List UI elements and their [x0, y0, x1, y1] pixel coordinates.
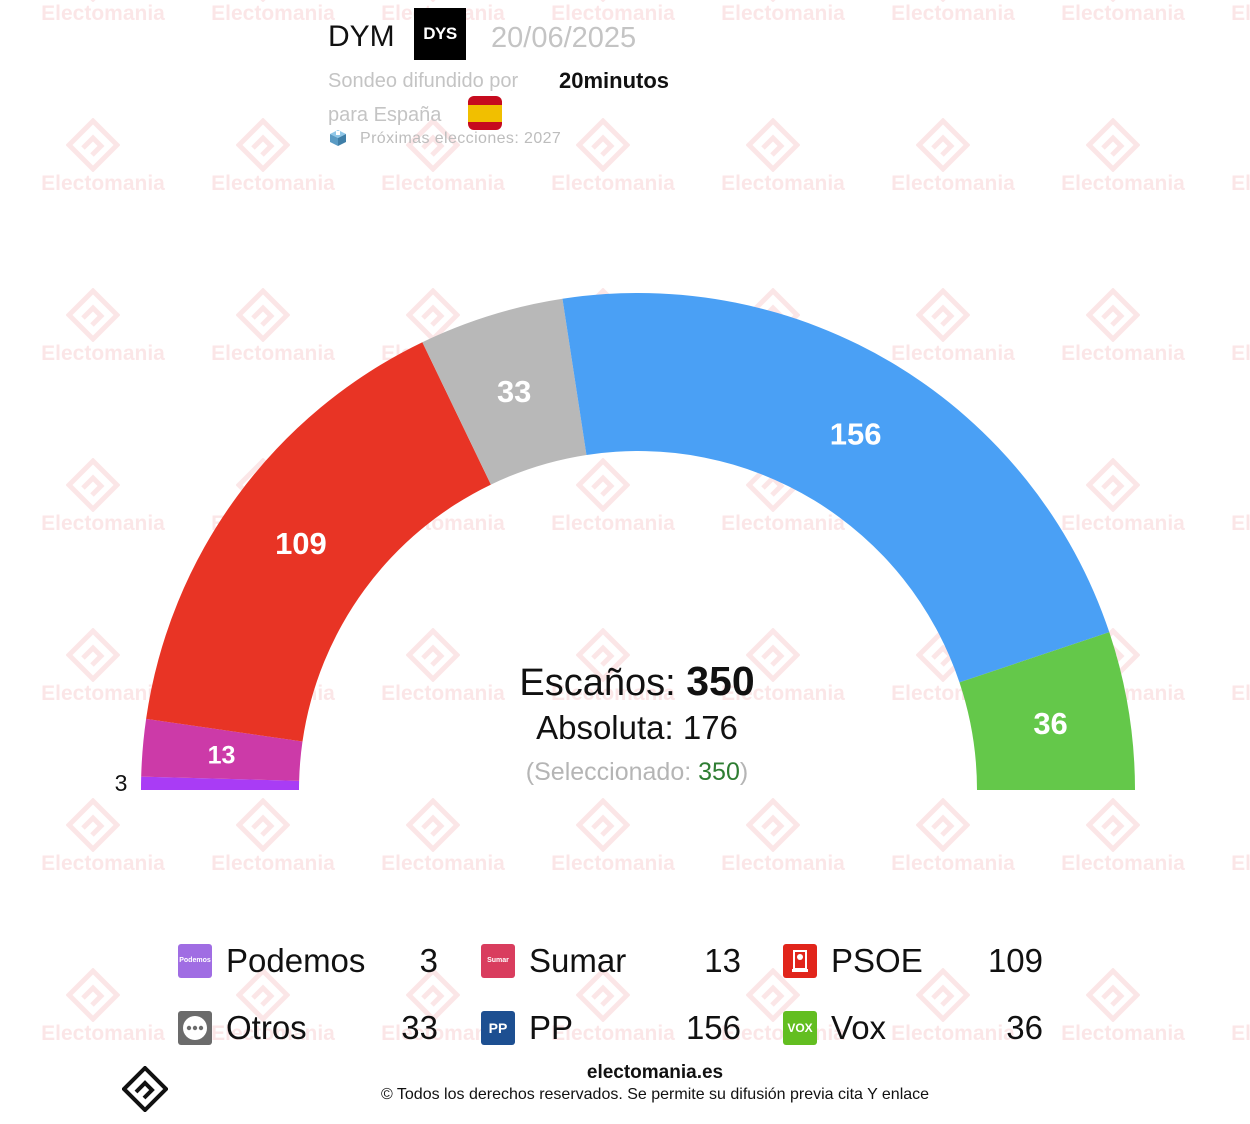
- pollster-logo: DYS: [414, 8, 466, 60]
- electomania-logo-icon: [122, 1066, 168, 1112]
- selected-prefix: (Seleccionado:: [525, 758, 692, 786]
- legend-name: Otros: [226, 1009, 307, 1046]
- seats-label: Escaños:: [519, 662, 676, 704]
- segment-label-sumar: 13: [208, 741, 236, 769]
- pollster-name: DYM: [328, 20, 395, 53]
- otros-ellipsis-icon: [178, 1011, 212, 1045]
- legend-seats: 3: [419, 942, 438, 979]
- seats-total: 350: [686, 658, 755, 704]
- pp-logo-icon: PP: [481, 1011, 515, 1045]
- selected-suffix: ): [739, 758, 749, 786]
- sumar-logo-icon: Sumar: [481, 944, 515, 978]
- segment-label-pp: 156: [830, 416, 882, 451]
- selected-line: (Seleccionado: 350): [437, 748, 837, 796]
- hemicycle-segment-podemos[interactable]: [141, 776, 300, 790]
- legend-seats: 156: [685, 1009, 741, 1046]
- legend-seats: 13: [704, 942, 741, 979]
- legend-seats: 33: [401, 1009, 438, 1046]
- legend-name: Sumar: [529, 942, 627, 979]
- legend-name: Vox: [831, 1009, 887, 1046]
- segment-label-otros: 33: [497, 374, 531, 409]
- hemicycle-segment-otros[interactable]: [422, 298, 587, 485]
- total-seats-line: Escaños: 350: [437, 656, 837, 708]
- media-name: 20minutos: [559, 68, 670, 93]
- legend-name: Podemos: [226, 942, 366, 979]
- hemicycle-segment-sumar[interactable]: [141, 718, 303, 781]
- psoe-logo-icon: [783, 944, 817, 978]
- published-by-label: Sondeo difundido por: [328, 70, 519, 92]
- legend-name: PSOE: [831, 942, 923, 979]
- segment-label-podemos: 3: [115, 770, 128, 796]
- majority-label: Absoluta: 176: [536, 709, 738, 746]
- poll-date: 20/06/2025: [491, 22, 637, 54]
- podemos-logo-icon: Podemos: [178, 944, 212, 978]
- legend-seats: 36: [1006, 1009, 1043, 1046]
- segment-label-psoe: 109: [275, 526, 327, 561]
- hemicycle-segment-psoe[interactable]: [146, 342, 491, 742]
- segment-label-vox: 36: [1033, 706, 1067, 741]
- vox-logo-icon: VOX: [783, 1011, 817, 1045]
- selected-value: 350: [698, 758, 740, 786]
- hemicycle-segment-vox[interactable]: [959, 632, 1135, 790]
- spain-flag-icon: [468, 96, 502, 130]
- legend-name: PP: [529, 1009, 574, 1046]
- legend-seats: 109: [987, 942, 1043, 979]
- next-elections: Próximas elecciones: 2027: [360, 130, 562, 147]
- ballot-box-icon: [330, 130, 346, 146]
- copyright-notice: © Todos los derechos reservados. Se perm…: [380, 1086, 930, 1103]
- site-url[interactable]: electomania.es: [586, 1062, 724, 1083]
- scope-label: para España: [328, 104, 442, 126]
- hemicycle-segment-pp[interactable]: [562, 293, 1110, 683]
- poll-header: DYM DYS 20/06/2025 Sondeo difundido por …: [0, 0, 1250, 160]
- seats-summary: Escaños: 350 Absoluta: 176 (Seleccionado…: [437, 656, 837, 796]
